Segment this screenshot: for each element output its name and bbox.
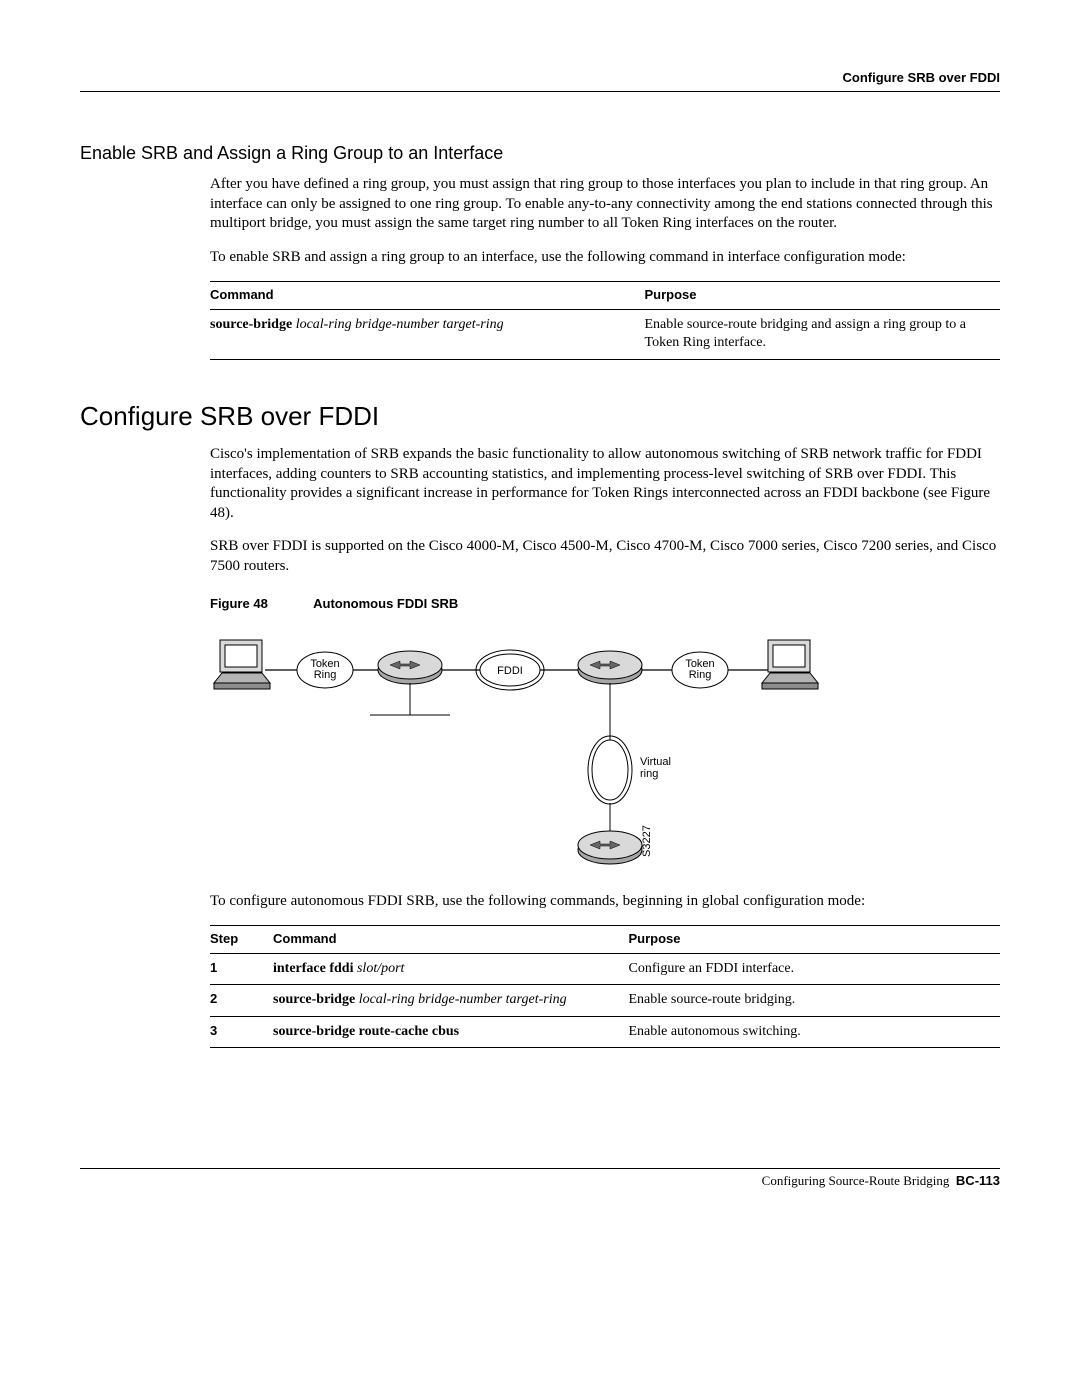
section1-body: After you have defined a ring group, you… [210,175,1000,359]
s1-cmd-bold: source-bridge [210,317,292,332]
computer-right-icon [762,640,818,689]
section1-title: Enable SRB and Assign a Ring Group to an… [80,142,1000,165]
s2-th-step: Step [210,926,273,954]
table-row: 1 interface fddi slot/port Configure an … [210,954,1000,985]
s1-th-command: Command [210,282,645,310]
s1-purpose: Enable source-route bridging and assign … [645,310,1001,359]
s1-th-purpose: Purpose [645,282,1001,310]
section2-body: Cisco's implementation of SRB expands th… [210,445,1000,1047]
svg-text:ring: ring [640,768,658,780]
table-row: source-bridge local-ring bridge-number t… [210,310,1000,359]
page-footer: Configuring Source-Route Bridging BC-113 [80,1168,1000,1190]
section2-table: Step Command Purpose 1 interface fddi sl… [210,925,1000,1047]
s2-th-purpose: Purpose [629,926,1001,954]
s1-cmd-ital: local-ring bridge-number target-ring [296,317,504,332]
section2-para1: Cisco's implementation of SRB expands th… [210,445,1000,523]
section1-para2: To enable SRB and assign a ring group to… [210,248,1000,268]
svg-text:Ring: Ring [689,669,712,681]
s2-th-command: Command [273,926,629,954]
section2-para3: To configure autonomous FDDI SRB, use th… [210,892,1000,912]
table-row: 3 source-bridge route-cache cbus Enable … [210,1016,1000,1047]
svg-text:Ring: Ring [314,669,337,681]
page-header: Configure SRB over FDDI [80,70,1000,92]
router2-icon [578,651,642,684]
page-number: BC-113 [956,1173,1000,1188]
section2-para2: SRB over FDDI is supported on the Cisco … [210,537,1000,576]
figure-code: S3227 [641,825,653,857]
figure-number: Figure 48 [210,596,310,613]
footer-text: Configuring Source-Route Bridging [762,1173,950,1188]
virtual-ring-label: Virtual [640,756,671,768]
section2-title: Configure SRB over FDDI [80,400,1000,434]
computer-left-icon [214,640,270,689]
section1-para1: After you have defined a ring group, you… [210,175,1000,234]
fddi-diagram: Token Ring FDDI Virtual ring [210,625,850,885]
router1-icon [378,651,442,684]
section1-table: Command Purpose source-bridge local-ring… [210,281,1000,359]
router3-icon [578,831,642,864]
figure-title: Autonomous FDDI SRB [313,596,458,611]
fddi-label: FDDI [497,665,523,677]
table-row: 2 source-bridge local-ring bridge-number… [210,985,1000,1016]
figure-caption: Figure 48 Autonomous FDDI SRB [210,596,1000,613]
